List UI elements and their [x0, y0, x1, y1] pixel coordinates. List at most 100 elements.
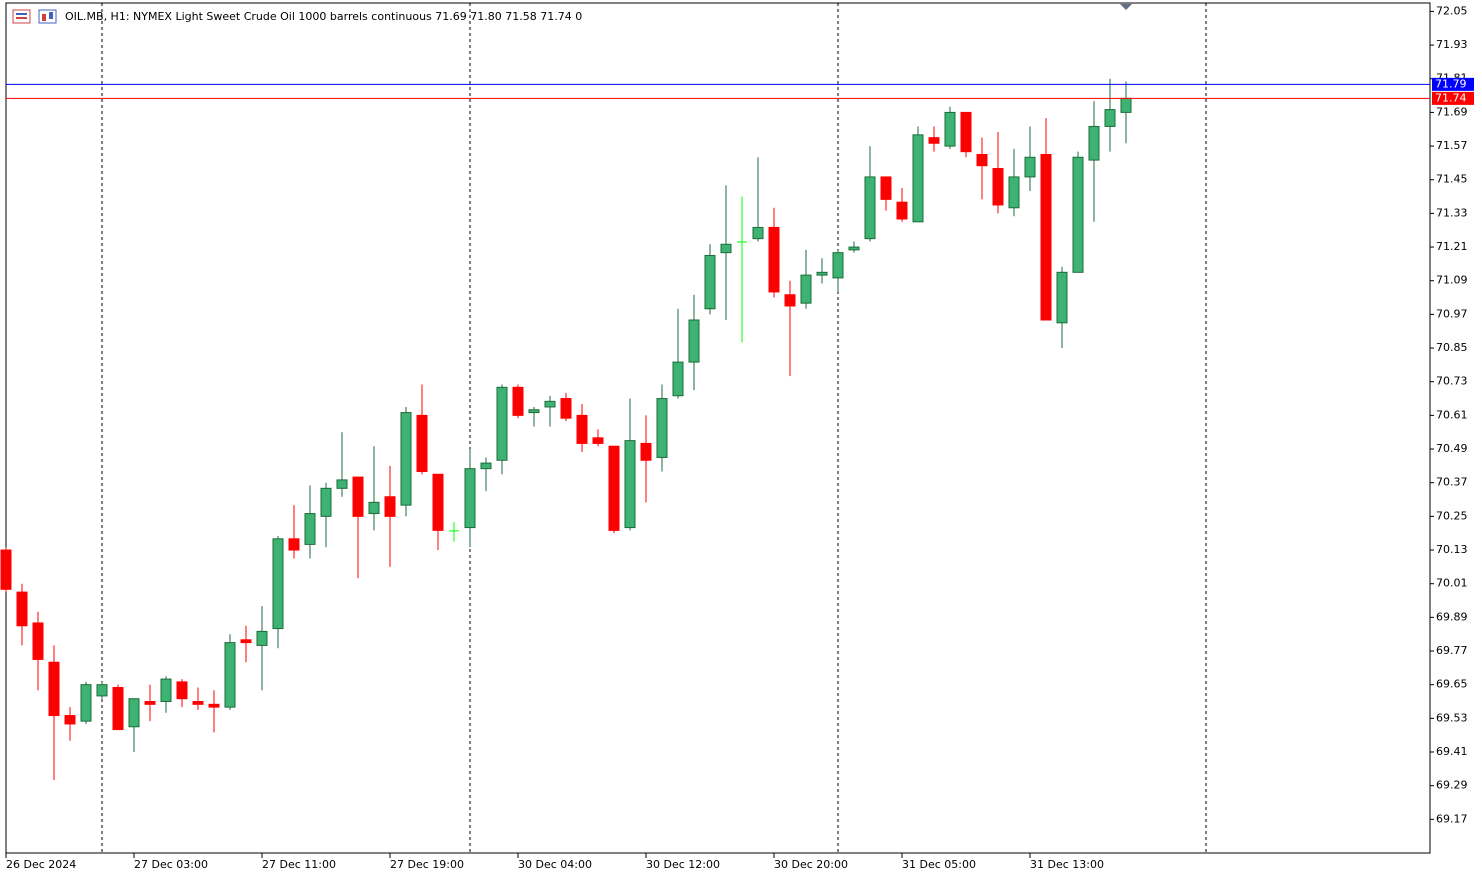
shift-marker	[1120, 4, 1132, 10]
candle-body	[96, 684, 108, 697]
x-tick-label: 27 Dec 19:00	[390, 858, 464, 871]
candle-body	[960, 111, 972, 153]
candle-body	[880, 176, 892, 200]
candle-body	[1024, 156, 1036, 178]
candle-body	[720, 243, 732, 254]
plot-frame	[5, 2, 1431, 854]
candle-body	[272, 538, 284, 630]
candle-body	[320, 487, 332, 517]
candle-body	[352, 476, 364, 517]
candle-body	[1104, 109, 1116, 127]
icon	[16, 13, 27, 15]
icon	[38, 9, 57, 24]
y-tick-label: 69.41	[1436, 745, 1468, 758]
x-tick-label: 27 Dec 03:00	[134, 858, 208, 871]
candle-body	[32, 622, 44, 660]
candle-body	[832, 252, 844, 279]
candle-body	[896, 201, 908, 220]
candle-body	[688, 319, 700, 363]
y-tick-label: 70.25	[1436, 509, 1468, 522]
y-tick-label: 69.65	[1436, 678, 1468, 691]
candle-body	[144, 701, 156, 705]
candle-body	[416, 414, 428, 472]
candle-body	[1120, 97, 1132, 113]
x-tick-label: 26 Dec 2024	[6, 858, 76, 871]
candle-body	[240, 639, 252, 644]
candle-body	[992, 168, 1004, 206]
x-tick-label: 31 Dec 13:00	[1030, 858, 1104, 871]
candle-body	[512, 386, 524, 416]
x-tick-label: 30 Dec 12:00	[646, 858, 720, 871]
candle-body	[16, 591, 28, 627]
candle-body	[608, 445, 620, 531]
candle-body	[1056, 271, 1068, 324]
candle-body	[944, 111, 956, 147]
icon	[49, 12, 53, 19]
candle-body	[64, 715, 76, 725]
candle-body	[1040, 153, 1052, 321]
candle-body	[112, 686, 124, 731]
y-tick-label: 70.13	[1436, 543, 1468, 556]
toolbar-icons	[12, 9, 57, 24]
candle-body	[976, 153, 988, 167]
candle-body	[368, 501, 380, 515]
y-tick-label: 71.93	[1436, 38, 1468, 51]
candle-body	[576, 414, 588, 444]
candle-body	[624, 440, 636, 529]
price-label: 71.74	[1435, 91, 1467, 104]
candle-body	[704, 254, 716, 310]
candle-body	[672, 361, 684, 397]
candle-body	[48, 661, 60, 717]
y-tick-label: 70.01	[1436, 577, 1468, 590]
candle-body	[496, 386, 508, 461]
y-tick-label: 70.97	[1436, 307, 1468, 320]
y-tick-label: 70.73	[1436, 375, 1468, 388]
candle-body	[544, 400, 556, 408]
y-tick-label: 69.77	[1436, 644, 1468, 657]
candle-body	[848, 246, 860, 251]
y-tick-label: 70.85	[1436, 341, 1468, 354]
price-label-bg	[1432, 77, 1474, 91]
x-tick-label: 30 Dec 20:00	[774, 858, 848, 871]
candle-body	[752, 226, 764, 240]
y-tick-label: 69.17	[1436, 812, 1468, 825]
x-tick-label: 30 Dec 04:00	[518, 858, 592, 871]
y-tick-label: 71.21	[1436, 240, 1468, 253]
y-tick-label: 71.57	[1436, 139, 1468, 152]
candle-body	[480, 462, 492, 470]
candle-body	[784, 294, 796, 307]
candle-body	[464, 468, 476, 529]
candle-body	[176, 681, 188, 700]
candle-body	[224, 642, 236, 708]
candle-body	[800, 274, 812, 304]
candle-body	[288, 538, 300, 551]
candle-body	[928, 137, 940, 144]
candle-body	[1072, 156, 1084, 273]
candle-body	[656, 398, 668, 458]
candle-body	[304, 513, 316, 545]
candle-body	[1008, 176, 1020, 209]
candle-body	[0, 549, 12, 590]
candle-body	[432, 473, 444, 531]
icon	[42, 14, 46, 21]
candle-body	[560, 398, 572, 419]
y-tick-label: 70.37	[1436, 476, 1468, 489]
candle-body	[640, 442, 652, 461]
y-tick-label: 72.05	[1436, 4, 1468, 17]
y-tick-label: 71.09	[1436, 274, 1468, 287]
chart-title: OIL.MB, H1: NYMEX Light Sweet Crude Oil …	[65, 10, 582, 23]
candle-body	[192, 701, 204, 705]
candle-body	[336, 479, 348, 489]
candle-body	[128, 698, 140, 728]
price-label-bg	[1432, 91, 1474, 105]
candle-body	[768, 226, 780, 293]
y-tick-label: 71.45	[1436, 173, 1468, 186]
candle-body	[384, 496, 396, 517]
candle-body	[864, 176, 876, 240]
candle-body	[400, 412, 412, 506]
candle-body	[256, 630, 268, 646]
icon	[16, 17, 27, 19]
candle-body	[449, 530, 459, 532]
y-tick-label: 71.69	[1436, 105, 1468, 118]
